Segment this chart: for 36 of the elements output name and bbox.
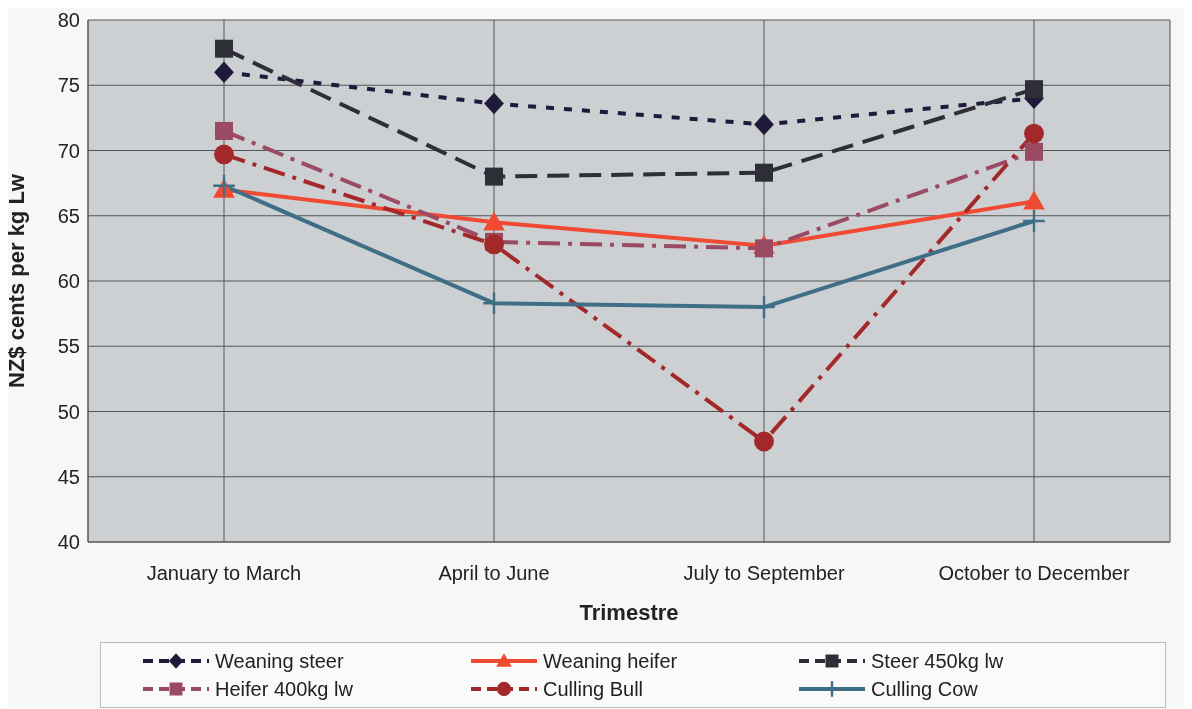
point	[483, 211, 505, 231]
legend-label: Weaning heifer	[543, 649, 678, 673]
y-tick-label: 75	[57, 74, 80, 97]
point	[215, 121, 233, 140]
point	[214, 144, 234, 165]
y-tick-label: 50	[57, 400, 80, 423]
legend-label: Culling Bull	[543, 677, 644, 701]
legend-label: Steer 450kg lw	[871, 649, 1004, 673]
point	[484, 92, 504, 115]
legend-label: Culling Cow	[871, 677, 978, 701]
point	[215, 39, 233, 58]
legend-label: Weaning steer	[215, 649, 344, 673]
x-tick-label: October to December	[938, 562, 1130, 585]
point	[1025, 142, 1043, 161]
point	[754, 431, 774, 452]
x-tick-label: April to June	[438, 562, 550, 585]
point	[1025, 80, 1043, 99]
y-tick-label: 80	[57, 9, 80, 32]
y-tick-label: 65	[57, 204, 80, 227]
x-tick-label: January to March	[146, 562, 302, 585]
y-tick-label: 40	[57, 531, 80, 554]
point	[214, 61, 234, 83]
x-axis-title: Trimestre	[579, 599, 679, 625]
point	[755, 239, 773, 258]
legend-label: Heifer 400kg lw	[215, 677, 353, 701]
point	[754, 113, 774, 136]
y-tick-label: 70	[57, 139, 80, 162]
point	[1024, 123, 1044, 144]
point	[485, 167, 503, 186]
y-tick-label: 55	[57, 335, 80, 358]
point	[755, 163, 773, 182]
y-tick-label: 60	[57, 270, 80, 293]
point	[1023, 190, 1045, 210]
x-tick-label: July to September	[683, 562, 845, 585]
y-tick-label: 45	[57, 465, 80, 488]
y-axis-title: NZ$ cents per kg Lw	[3, 173, 29, 388]
